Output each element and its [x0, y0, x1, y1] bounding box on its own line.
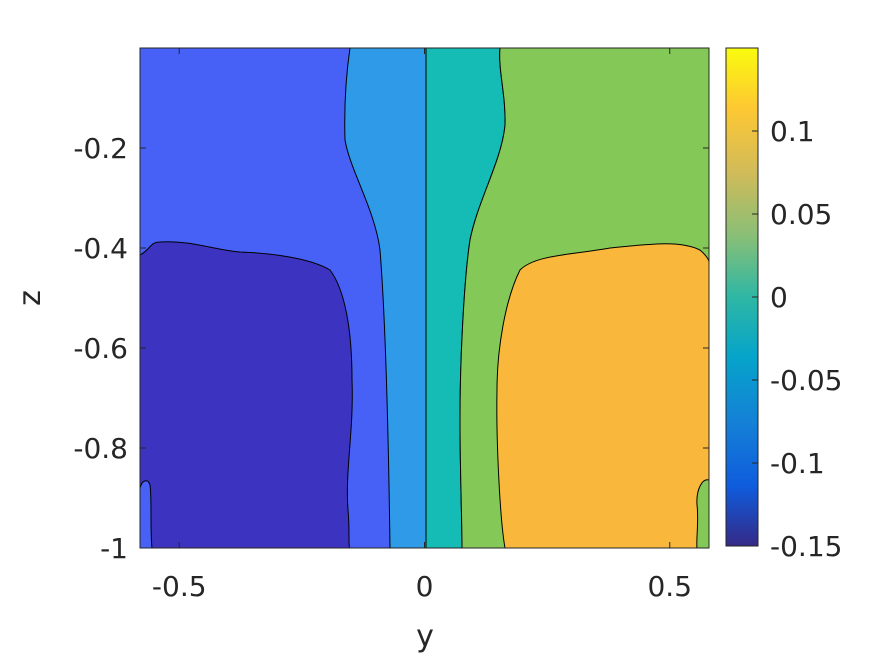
- colorbar-ticks: 0.1 0.05 0 -0.05 -0.1 -0.15: [752, 115, 842, 563]
- y-tick-label: -0.8: [73, 432, 128, 465]
- y-tick-label: -0.2: [73, 132, 128, 165]
- colorbar-tick-label: -0.15: [770, 530, 842, 563]
- y-tick-label: -0.4: [73, 232, 128, 265]
- colorbar-tick-label: 0.05: [770, 198, 832, 231]
- colorbar-tick-label: -0.05: [770, 364, 842, 397]
- colorbar: 0.1 0.05 0 -0.05 -0.1 -0.15: [725, 47, 842, 563]
- y-tick-label: -1: [100, 532, 128, 565]
- y-axis-label: z: [13, 290, 48, 306]
- colorbar-tick-label: 0.1: [770, 115, 815, 148]
- x-axis-label: y: [416, 619, 434, 654]
- y-tick-label: -0.6: [73, 332, 128, 365]
- contour-region-orange: [496, 243, 709, 548]
- y-axis-ticks: -0.2 -0.4 -0.6 -0.8 -1: [73, 132, 709, 565]
- contour-region-indigo: [140, 241, 353, 548]
- x-tick-label: -0.5: [152, 570, 207, 603]
- x-tick-label: 0: [416, 570, 434, 603]
- plot-area: [139, 47, 710, 549]
- contour-region-light-blue: [344, 48, 427, 548]
- colorbar-tick-label: 0: [770, 281, 788, 314]
- x-tick-label: 0.5: [647, 570, 692, 603]
- x-axis-ticks: -0.5 0 0.5: [152, 48, 692, 603]
- colorbar-tick-label: -0.1: [770, 447, 825, 480]
